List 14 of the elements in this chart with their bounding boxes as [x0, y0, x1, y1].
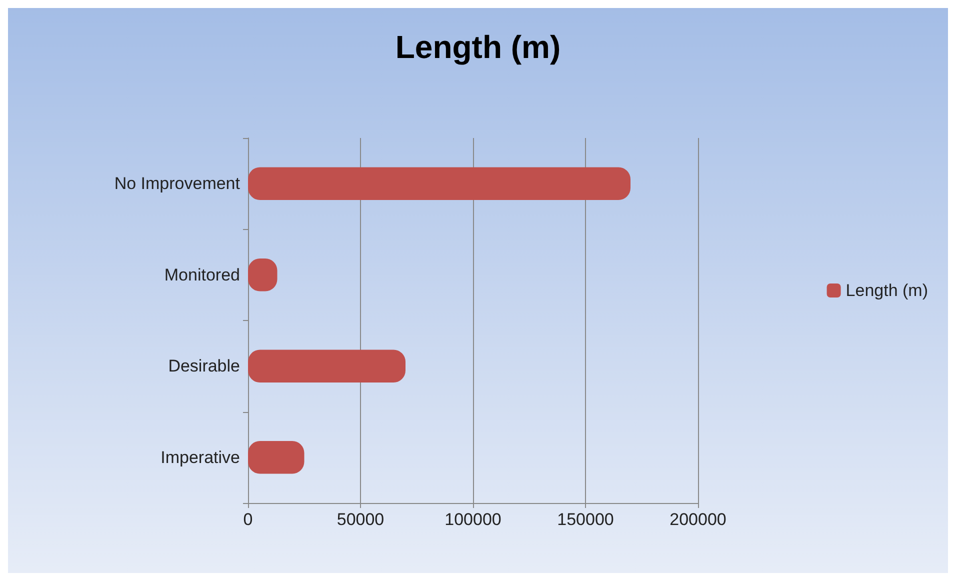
x-tick-label: 100000 [444, 510, 502, 529]
bar [248, 350, 406, 383]
y-tick-label: Monitored [164, 265, 240, 284]
legend-label: Length (m) [846, 281, 928, 300]
bar [248, 440, 304, 474]
bar [248, 167, 630, 200]
x-tick-label: 200000 [670, 510, 726, 529]
y-tick-label: No Improvement [114, 174, 240, 194]
y-tick-label: Imperative [160, 448, 240, 467]
y-tick-label: Desirable [168, 356, 240, 376]
x-tick-label: 0 [243, 510, 253, 529]
x-tick-label: 150000 [557, 510, 614, 529]
chart-title: Length (m) [395, 29, 561, 65]
x-tick-label: 50000 [336, 510, 384, 529]
